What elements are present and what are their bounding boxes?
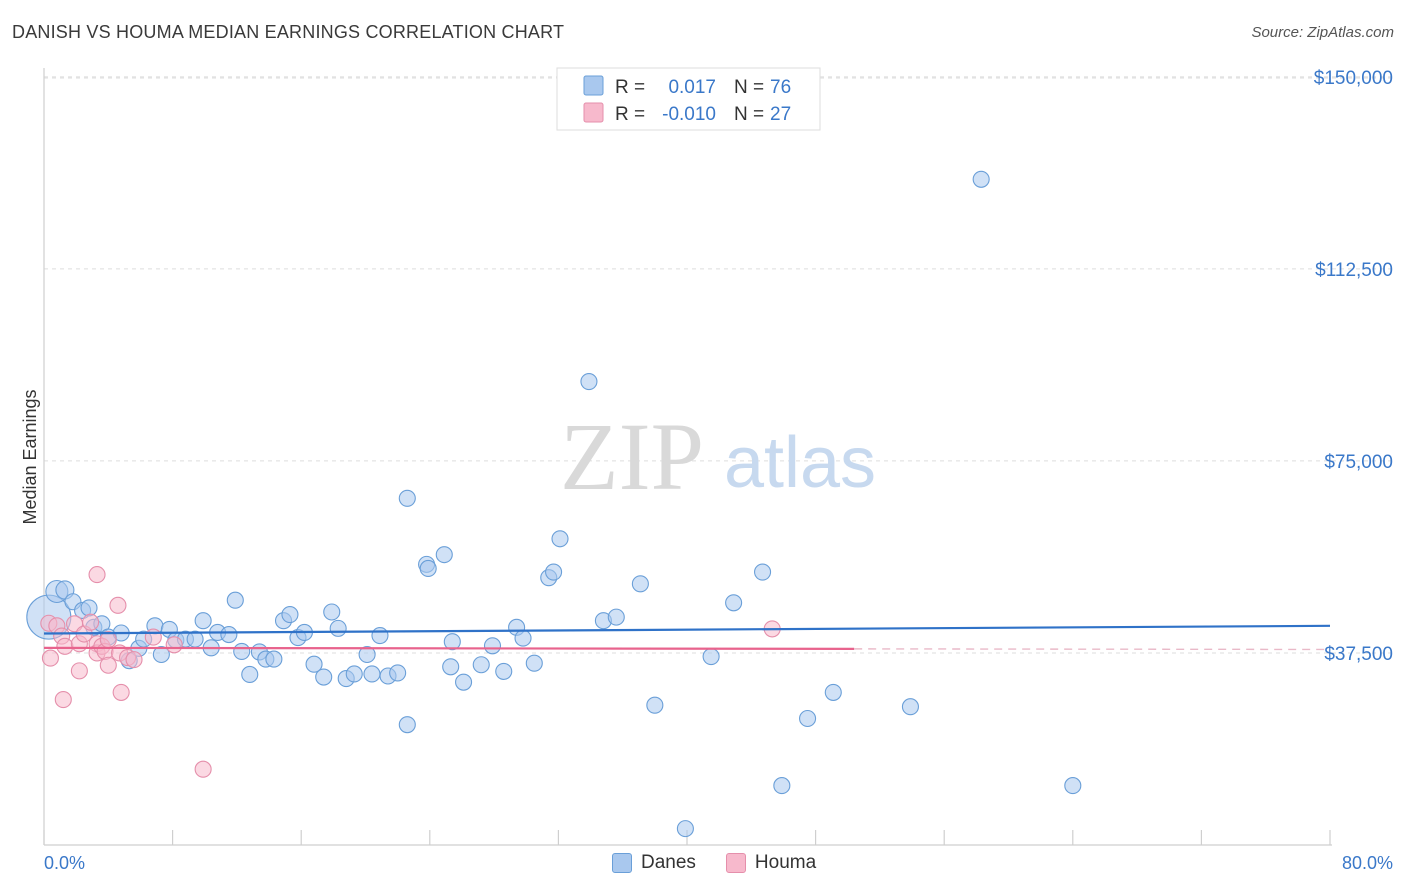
houma-point bbox=[165, 636, 183, 654]
stats-n-value-danes: 76 bbox=[770, 77, 791, 98]
stats-r-value-danes: 0.017 bbox=[668, 77, 716, 98]
danes-point bbox=[514, 629, 532, 647]
legend-item-houma[interactable]: Houma bbox=[725, 852, 817, 874]
stats-r-value-houma: -0.010 bbox=[662, 104, 716, 125]
danes-point bbox=[1064, 777, 1082, 795]
danes-point bbox=[824, 683, 842, 701]
danes-trend-line bbox=[43, 624, 1331, 635]
danes-point bbox=[226, 591, 244, 609]
danes-point bbox=[442, 658, 460, 676]
houma-point bbox=[112, 683, 130, 701]
watermark-atlas: atlas bbox=[724, 423, 876, 503]
chart-title: DANISH VS HOUMA MEDIAN EARNINGS CORRELAT… bbox=[12, 22, 565, 42]
danes-point bbox=[443, 633, 461, 651]
stats-n-label-houma: N = bbox=[734, 104, 764, 125]
danes-point bbox=[483, 637, 502, 655]
danes-point bbox=[80, 599, 98, 617]
danes-point bbox=[495, 662, 513, 680]
houma-point bbox=[70, 662, 88, 680]
danes-point bbox=[419, 559, 437, 578]
danes-point bbox=[773, 777, 791, 795]
y-axis-title: Median Earnings bbox=[20, 389, 40, 524]
houma-point bbox=[56, 637, 74, 655]
danes-point bbox=[435, 546, 453, 564]
y-tick-label: $37,500 bbox=[1324, 644, 1393, 665]
danes-point bbox=[345, 665, 363, 683]
houma-trend-line bbox=[43, 646, 855, 650]
danes-point bbox=[194, 612, 212, 630]
houma-point bbox=[125, 651, 143, 669]
houma-point bbox=[88, 566, 106, 584]
danes-point bbox=[631, 575, 649, 593]
y-tick-labels: $37,500 $75,000 $112,500 $150,000 bbox=[1314, 68, 1393, 665]
danes-point bbox=[233, 642, 251, 660]
stats-n-value-houma: 27 bbox=[770, 104, 791, 125]
danes-point bbox=[371, 627, 389, 645]
stats-legend: R = 0.017 N = 76 R = -0.010 N = 27 bbox=[556, 67, 821, 131]
stats-r-label-danes: R = bbox=[615, 77, 645, 98]
danes-point bbox=[702, 647, 720, 666]
legend-item-danes[interactable]: Danes bbox=[612, 852, 696, 874]
danes-point bbox=[152, 645, 170, 664]
danes-point bbox=[646, 696, 664, 714]
gridlines bbox=[44, 76, 1394, 654]
danes-point bbox=[551, 530, 569, 548]
y-tick-label: $150,000 bbox=[1314, 68, 1393, 89]
danes-point bbox=[281, 606, 299, 624]
houma-point bbox=[194, 760, 212, 778]
danes-point bbox=[972, 170, 990, 188]
series-legend: Danes Houma bbox=[612, 852, 816, 874]
houma-point bbox=[109, 596, 127, 614]
source-label: Source: ZipAtlas.com bbox=[1251, 24, 1394, 41]
x-tick-label-min: 0.0% bbox=[44, 853, 85, 873]
legend-label-danes: Danes bbox=[641, 852, 696, 873]
danes-point bbox=[525, 654, 543, 672]
data-points bbox=[26, 170, 1082, 838]
stats-swatch-danes bbox=[583, 75, 604, 96]
danes-point bbox=[580, 372, 598, 391]
danes-point bbox=[545, 563, 563, 581]
danes-point bbox=[398, 489, 416, 507]
y-tick-label: $112,500 bbox=[1315, 260, 1393, 281]
houma-trend-extension bbox=[854, 648, 1331, 651]
danes-point bbox=[323, 603, 341, 621]
danes-point bbox=[472, 656, 490, 674]
danes-point bbox=[754, 563, 772, 581]
danes-point bbox=[315, 668, 333, 686]
watermark-zip: ZIP bbox=[560, 403, 704, 510]
danes-point bbox=[725, 594, 743, 612]
trend-lines bbox=[43, 624, 1331, 651]
stats-n-label-danes: N = bbox=[734, 77, 764, 98]
danes-point bbox=[398, 716, 416, 734]
houma-point bbox=[54, 691, 72, 709]
x-tick-label-max: 80.0% bbox=[1342, 853, 1393, 873]
danes-point bbox=[363, 665, 381, 683]
stats-swatch-houma bbox=[583, 102, 604, 123]
houma-point bbox=[41, 649, 59, 667]
danes-point bbox=[901, 698, 919, 716]
houma-point bbox=[144, 628, 162, 646]
legend-label-houma: Houma bbox=[754, 852, 817, 873]
danes-point bbox=[607, 608, 625, 626]
danes-point bbox=[265, 650, 283, 668]
y-tick-label: $75,000 bbox=[1324, 452, 1393, 473]
danes-point bbox=[676, 820, 694, 838]
danes-point bbox=[305, 655, 323, 673]
houma-point bbox=[99, 656, 117, 674]
danes-point bbox=[455, 673, 473, 691]
danes-point bbox=[220, 625, 238, 644]
legend-swatch-danes bbox=[612, 853, 632, 873]
danes-point bbox=[241, 665, 259, 684]
legend-swatch-houma bbox=[725, 853, 746, 873]
houma-point bbox=[82, 613, 100, 631]
danes-point bbox=[358, 645, 376, 664]
stats-r-label-houma: R = bbox=[615, 104, 645, 125]
danes-point bbox=[329, 619, 347, 637]
danes-point bbox=[389, 664, 407, 682]
danes-point bbox=[799, 709, 817, 728]
